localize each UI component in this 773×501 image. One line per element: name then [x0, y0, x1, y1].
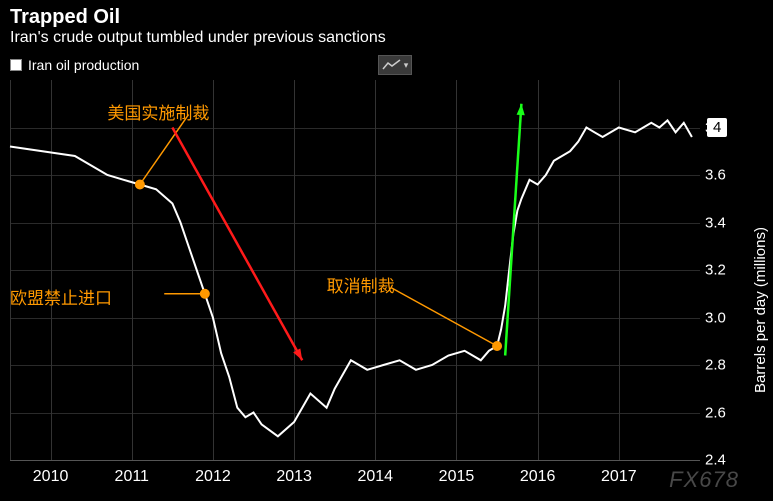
chart-svg — [10, 80, 700, 460]
x-tick-label: 2015 — [439, 468, 475, 486]
y-tick-label: 3.4 — [705, 214, 726, 231]
y-tick-label: 3.6 — [705, 167, 726, 184]
y-axis-title: Barrels per day (millions) — [752, 227, 769, 393]
annotation-lift: 取消制裁 — [327, 272, 395, 297]
line-chart-icon — [382, 59, 402, 71]
chart-subtitle: Iran's crude output tumbled under previo… — [10, 29, 763, 51]
x-tick-label: 2011 — [115, 468, 149, 486]
arrow-up — [505, 104, 521, 356]
chart-title: Trapped Oil — [10, 6, 763, 29]
arrow-down — [172, 128, 302, 361]
y-tick-label: 2.4 — [705, 452, 726, 469]
x-tick-label: 2012 — [195, 468, 231, 486]
y-tick-label: 2.6 — [705, 404, 726, 421]
legend-chip — [10, 59, 22, 71]
x-tick-label: 2017 — [601, 468, 637, 486]
chevron-down-icon: ▾ — [404, 60, 409, 71]
annotation-eu: 欧盟禁止进口 — [10, 284, 112, 309]
last-value-badge: 4 — [707, 118, 727, 137]
x-tick-label: 2010 — [33, 468, 69, 486]
y-tick-label: 3.0 — [705, 309, 726, 326]
watermark: FX678 — [669, 467, 739, 493]
x-tick-label: 2013 — [276, 468, 312, 486]
x-tick-label: 2014 — [357, 468, 393, 486]
chart-type-button[interactable]: ▾ — [378, 55, 412, 75]
y-tick-label: 3.2 — [705, 262, 726, 279]
plot-area: 美国实施制裁欧盟禁止进口取消制裁 20102011201220132014201… — [10, 80, 700, 460]
legend-label: Iran oil production — [28, 57, 139, 73]
y-tick-label: 2.8 — [705, 357, 726, 374]
annotation-us: 美国实施制裁 — [107, 99, 209, 124]
x-tick-label: 2016 — [520, 468, 556, 486]
